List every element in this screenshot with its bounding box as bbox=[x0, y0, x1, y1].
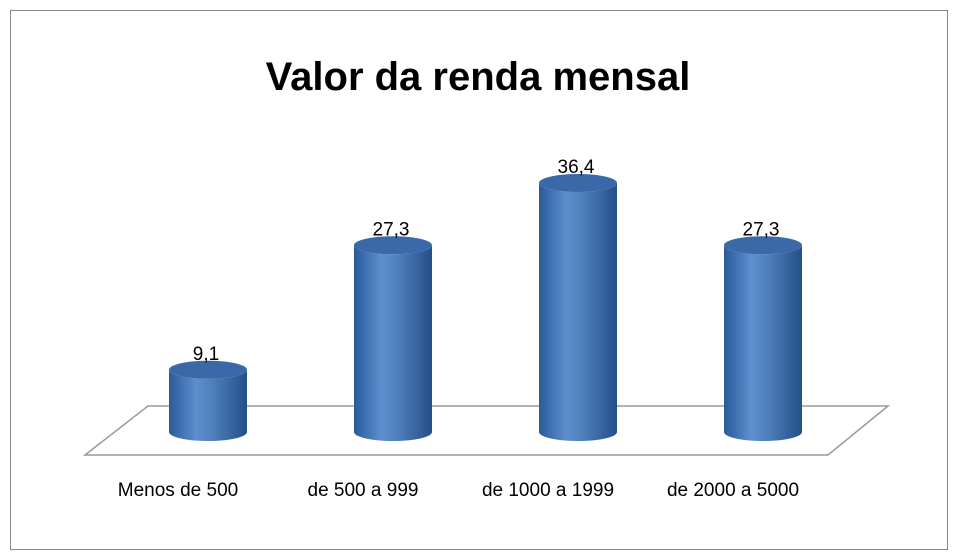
bar bbox=[539, 174, 617, 441]
floor bbox=[82, 405, 891, 456]
data-label: 9,1 bbox=[193, 344, 219, 365]
x-tick-label: de 500 a 999 bbox=[307, 480, 419, 501]
x-tick-label: Menos de 500 bbox=[117, 480, 239, 501]
bar bbox=[354, 236, 432, 441]
data-label: 27,3 bbox=[743, 219, 780, 240]
bar-top bbox=[169, 360, 247, 379]
bar bbox=[169, 360, 247, 441]
bar-top bbox=[539, 174, 617, 192]
bar-body bbox=[724, 245, 802, 441]
bar bbox=[724, 236, 802, 441]
bar-top bbox=[354, 236, 432, 255]
bar-body bbox=[354, 245, 432, 441]
data-label: 36,4 bbox=[558, 157, 595, 178]
bar-body bbox=[539, 183, 617, 441]
x-tick-label: de 1000 a 1999 bbox=[481, 480, 615, 501]
bar-top bbox=[724, 236, 802, 255]
data-label: 27,3 bbox=[373, 219, 410, 240]
bar-body bbox=[169, 369, 247, 441]
chart-title: Valor da renda mensal bbox=[266, 55, 691, 99]
x-tick-label: de 2000 a 5000 bbox=[666, 480, 800, 501]
